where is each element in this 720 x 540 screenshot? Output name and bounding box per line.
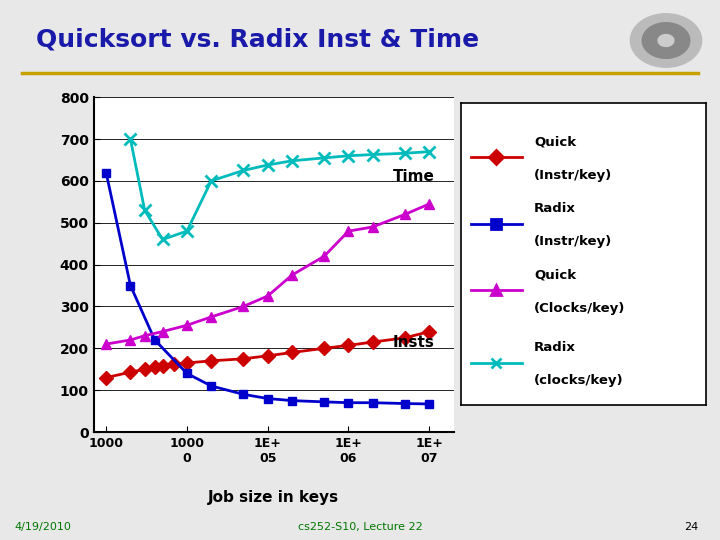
Text: Insts: Insts xyxy=(392,334,434,349)
Text: Quick: Quick xyxy=(534,136,577,148)
Text: Job size in keys: Job size in keys xyxy=(208,490,339,505)
Text: (Instr/key): (Instr/key) xyxy=(534,235,613,248)
Text: (clocks/key): (clocks/key) xyxy=(534,374,624,387)
Text: Radix: Radix xyxy=(534,341,576,354)
Text: Quick: Quick xyxy=(534,268,577,281)
Polygon shape xyxy=(631,14,701,67)
Text: Quicksort vs. Radix Inst & Time: Quicksort vs. Radix Inst & Time xyxy=(36,27,479,51)
Text: (Instr/key): (Instr/key) xyxy=(534,168,613,181)
Text: (Clocks/key): (Clocks/key) xyxy=(534,302,626,315)
Text: Time: Time xyxy=(392,169,434,184)
Text: Radix: Radix xyxy=(534,202,576,215)
Polygon shape xyxy=(658,35,674,46)
Polygon shape xyxy=(642,23,690,58)
Text: 24: 24 xyxy=(684,522,698,532)
Text: 4/19/2010: 4/19/2010 xyxy=(14,522,71,532)
Text: cs252-S10, Lecture 22: cs252-S10, Lecture 22 xyxy=(297,522,423,532)
